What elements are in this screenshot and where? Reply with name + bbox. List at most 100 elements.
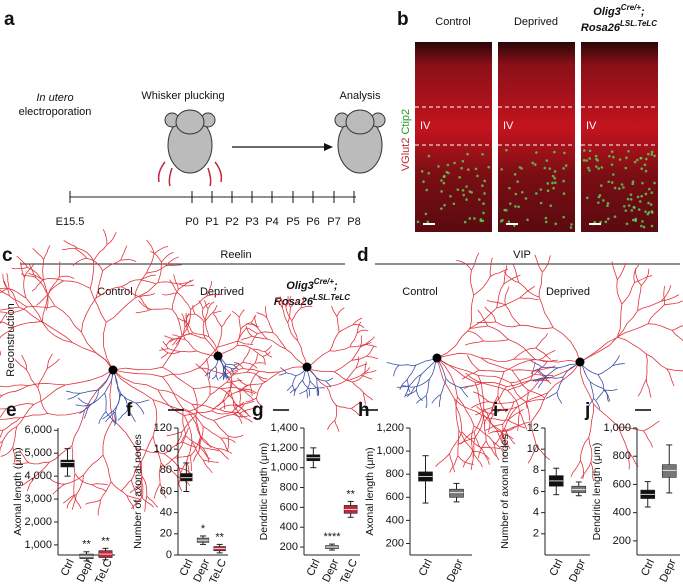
- significance: **: [82, 539, 91, 551]
- neurite: [9, 295, 28, 308]
- neurite: [637, 379, 647, 397]
- neurite: [120, 245, 128, 261]
- neurite: [190, 436, 201, 456]
- neurite: [306, 390, 308, 399]
- neurite: [285, 348, 308, 368]
- neurite: [31, 279, 44, 292]
- cell: [539, 188, 543, 191]
- neurite: [425, 395, 428, 409]
- neurite: [141, 496, 154, 508]
- cell: [481, 184, 484, 188]
- cell: [500, 168, 504, 171]
- neurite: [306, 366, 335, 373]
- neurite: [472, 437, 476, 457]
- neurite: [189, 333, 206, 339]
- cell: [642, 225, 646, 229]
- cell: [461, 159, 465, 163]
- neurite: [467, 330, 484, 342]
- neurite: [438, 394, 442, 408]
- neurite: [102, 229, 108, 245]
- cell: [420, 170, 424, 173]
- neurite: [138, 300, 152, 310]
- y-tick-label: 1,200: [270, 442, 298, 454]
- neurite: [93, 244, 108, 261]
- neurite: [77, 397, 91, 405]
- cell: [553, 150, 556, 154]
- neurite: [360, 374, 373, 380]
- panel-label: b: [397, 9, 409, 30]
- neurite: [202, 459, 213, 474]
- neurite: [18, 306, 43, 323]
- neurite: [209, 381, 227, 396]
- neurite: [151, 308, 173, 310]
- neurite: [512, 264, 520, 283]
- neurite: [28, 461, 50, 465]
- cell: [514, 192, 518, 196]
- neurite: [459, 387, 469, 398]
- genotype: Rosa26LSL.TeLC: [581, 19, 657, 34]
- neurite: [279, 296, 283, 309]
- box: [661, 464, 677, 478]
- y-tick-label: 400: [613, 507, 631, 519]
- neurite: [21, 354, 27, 370]
- neurite: [85, 499, 101, 505]
- neurite: [0, 311, 8, 314]
- neurite: [203, 447, 219, 452]
- neurite: [356, 321, 362, 334]
- neurite: [329, 331, 340, 351]
- neurite: [131, 479, 138, 495]
- x-tick-label: TeLC: [207, 557, 229, 585]
- neurite: [647, 304, 665, 324]
- neurite: [258, 375, 268, 380]
- y-tick-label: 12: [527, 422, 539, 434]
- neurite: [193, 386, 222, 390]
- neurite: [252, 348, 265, 352]
- y-tick-label: 600: [613, 478, 631, 490]
- y-tick-label: 1,200: [376, 422, 404, 434]
- neurite: [352, 373, 366, 383]
- cell: [551, 181, 554, 185]
- neurite: [642, 430, 653, 448]
- y-tick-label: 20: [160, 528, 172, 540]
- neurite: [190, 295, 208, 310]
- cell: [641, 181, 644, 185]
- cell: [465, 198, 468, 201]
- cell: [562, 179, 565, 183]
- neurite: [102, 259, 121, 272]
- neurite: [356, 329, 369, 334]
- neurite: [495, 321, 520, 328]
- neurite: [223, 399, 226, 410]
- neurite: [204, 372, 211, 377]
- y-tick-label: 800: [386, 468, 404, 480]
- y-tick-label: 800: [280, 481, 298, 493]
- neurite: [286, 384, 293, 392]
- neurite: [473, 450, 490, 460]
- neurite: [282, 307, 289, 323]
- neurite: [192, 304, 196, 315]
- neurite: [508, 339, 536, 360]
- neurite: [666, 368, 675, 387]
- neurite: [346, 374, 362, 381]
- neurite: [272, 332, 287, 350]
- neurite: [157, 389, 193, 405]
- cell: [440, 190, 443, 193]
- neurite: [360, 367, 371, 376]
- cell: [570, 223, 573, 226]
- neurite: [386, 362, 400, 366]
- cell: [607, 180, 611, 184]
- neurite: [177, 435, 187, 456]
- y-tick-label: 40: [160, 507, 172, 519]
- neurite: [126, 495, 135, 510]
- neurite: [42, 278, 64, 282]
- neurite: [34, 462, 50, 478]
- neurite: [603, 389, 611, 402]
- cell: [545, 159, 549, 162]
- cell: [473, 217, 476, 220]
- neurite: [181, 441, 197, 449]
- panel-label: f: [126, 400, 133, 421]
- neurite: [242, 348, 251, 363]
- neurite: [171, 309, 183, 336]
- neurite: [195, 415, 201, 437]
- neurite: [112, 369, 159, 391]
- neurite: [162, 292, 178, 296]
